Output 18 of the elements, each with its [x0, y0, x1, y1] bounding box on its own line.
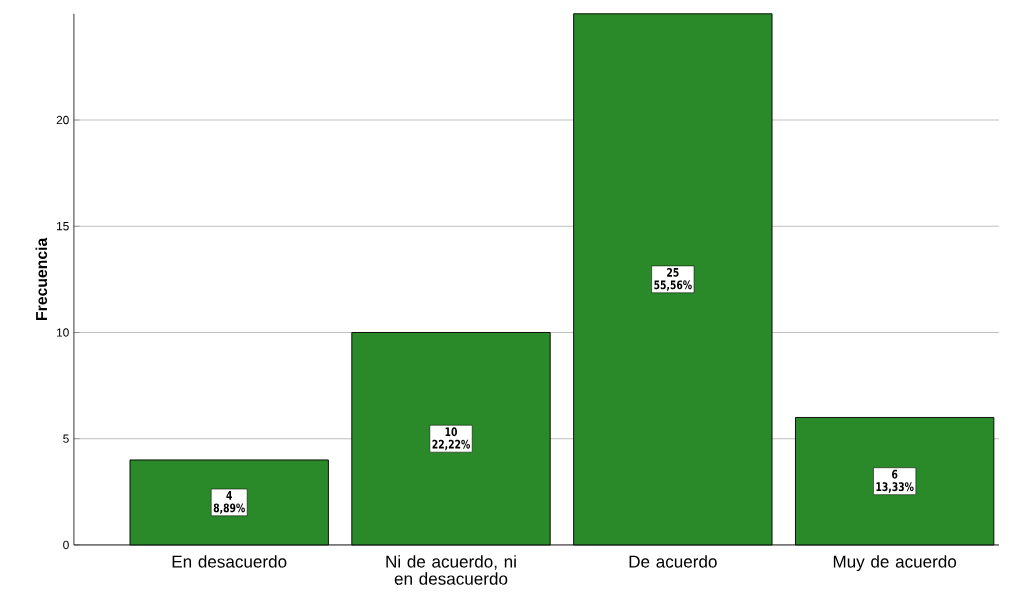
x-tick-label: De acuerdo: [629, 555, 717, 568]
annotation: 22,22%: [432, 439, 470, 451]
y-axis-title: Frecuencia: [35, 237, 48, 320]
x-tick-label: En desacuerdo: [172, 555, 287, 568]
data-label: 6: [892, 469, 898, 479]
y-tick-label: 5: [63, 434, 69, 443]
annotation: 55,56%: [654, 280, 692, 291]
y-tick-label: 0: [63, 540, 69, 550]
x-tick-label: Muy de acuerdo: [833, 555, 957, 572]
data-label: 25: [667, 267, 679, 277]
data-label: 10: [445, 427, 457, 437]
data-label: 4: [226, 491, 232, 500]
annotation: 13,33%: [876, 482, 914, 493]
annotation: 8,89%: [213, 503, 245, 514]
y-tick-label: 20: [56, 115, 69, 125]
x-tick-label: Ni de acuerdo, ni en desacuerdo: [386, 555, 516, 585]
y-tick-label: 15: [57, 222, 69, 231]
y-tick-label: 10: [57, 328, 69, 337]
